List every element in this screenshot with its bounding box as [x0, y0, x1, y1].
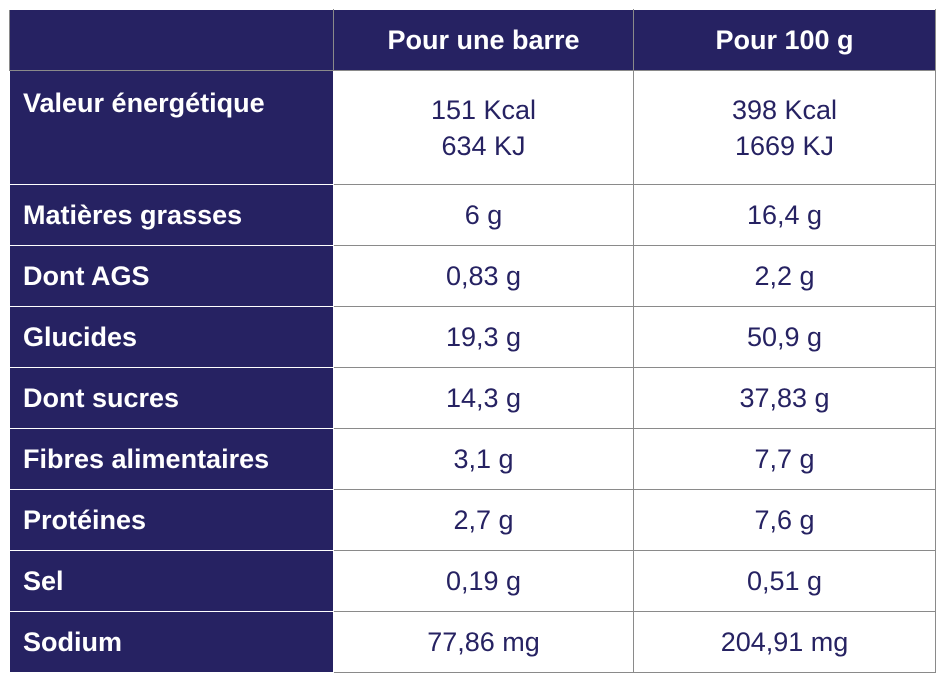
cell-per-bar: 77,86 mg — [333, 611, 634, 673]
nutrition-table: Pour une barre Pour 100 g Valeur énergét… — [9, 9, 936, 673]
cell-per-bar: 3,1 g — [333, 428, 634, 490]
table-row: Sel 0,19 g 0,51 g — [9, 550, 936, 612]
cell-per-bar: 0,19 g — [333, 550, 634, 612]
table-row-energy: Valeur énergétique 151 Kcal 634 KJ 398 K… — [9, 70, 936, 185]
row-label: Sel — [9, 550, 334, 612]
row-label: Matières grasses — [9, 184, 334, 246]
row-label: Dont AGS — [9, 245, 334, 307]
cell-per-100g: 7,7 g — [633, 428, 936, 490]
header-per-100g: Pour 100 g — [633, 9, 936, 71]
value-kcal: 398 Kcal — [731, 94, 838, 125]
table-header-row: Pour une barre Pour 100 g — [9, 9, 936, 71]
row-label: Dont sucres — [9, 367, 334, 429]
row-label: Glucides — [9, 306, 334, 368]
cell-per-bar: 19,3 g — [333, 306, 634, 368]
value-kj: 634 KJ — [441, 130, 526, 161]
cell-per-100g: 204,91 mg — [633, 611, 936, 673]
table-row: Glucides 19,3 g 50,9 g — [9, 306, 936, 368]
row-label: Protéines — [9, 489, 334, 551]
value-kcal: 151 Kcal — [430, 94, 537, 125]
row-label: Valeur énergétique — [9, 70, 334, 185]
table-row: Sodium 77,86 mg 204,91 mg — [9, 611, 936, 673]
table-row: Matières grasses 6 g 16,4 g — [9, 184, 936, 246]
cell-per-100g: 7,6 g — [633, 489, 936, 551]
cell-per-100g: 16,4 g — [633, 184, 936, 246]
cell-per-bar: 0,83 g — [333, 245, 634, 307]
cell-per-bar: 6 g — [333, 184, 634, 246]
table-row: Dont AGS 0,83 g 2,2 g — [9, 245, 936, 307]
row-label: Fibres alimentaires — [9, 428, 334, 490]
table-row: Dont sucres 14,3 g 37,83 g — [9, 367, 936, 429]
table-row: Protéines 2,7 g 7,6 g — [9, 489, 936, 551]
table-row: Fibres alimentaires 3,1 g 7,7 g — [9, 428, 936, 490]
cell-per-100g: 37,83 g — [633, 367, 936, 429]
cell-per-100g: 50,9 g — [633, 306, 936, 368]
value-kj: 1669 KJ — [734, 130, 835, 161]
cell-per-100g: 398 Kcal 1669 KJ — [633, 70, 936, 185]
header-per-bar: Pour une barre — [333, 9, 634, 71]
cell-per-bar: 14,3 g — [333, 367, 634, 429]
cell-per-bar: 2,7 g — [333, 489, 634, 551]
header-corner-cell — [9, 9, 334, 71]
row-label: Sodium — [9, 611, 334, 673]
cell-per-bar: 151 Kcal 634 KJ — [333, 70, 634, 185]
cell-per-100g: 2,2 g — [633, 245, 936, 307]
cell-per-100g: 0,51 g — [633, 550, 936, 612]
